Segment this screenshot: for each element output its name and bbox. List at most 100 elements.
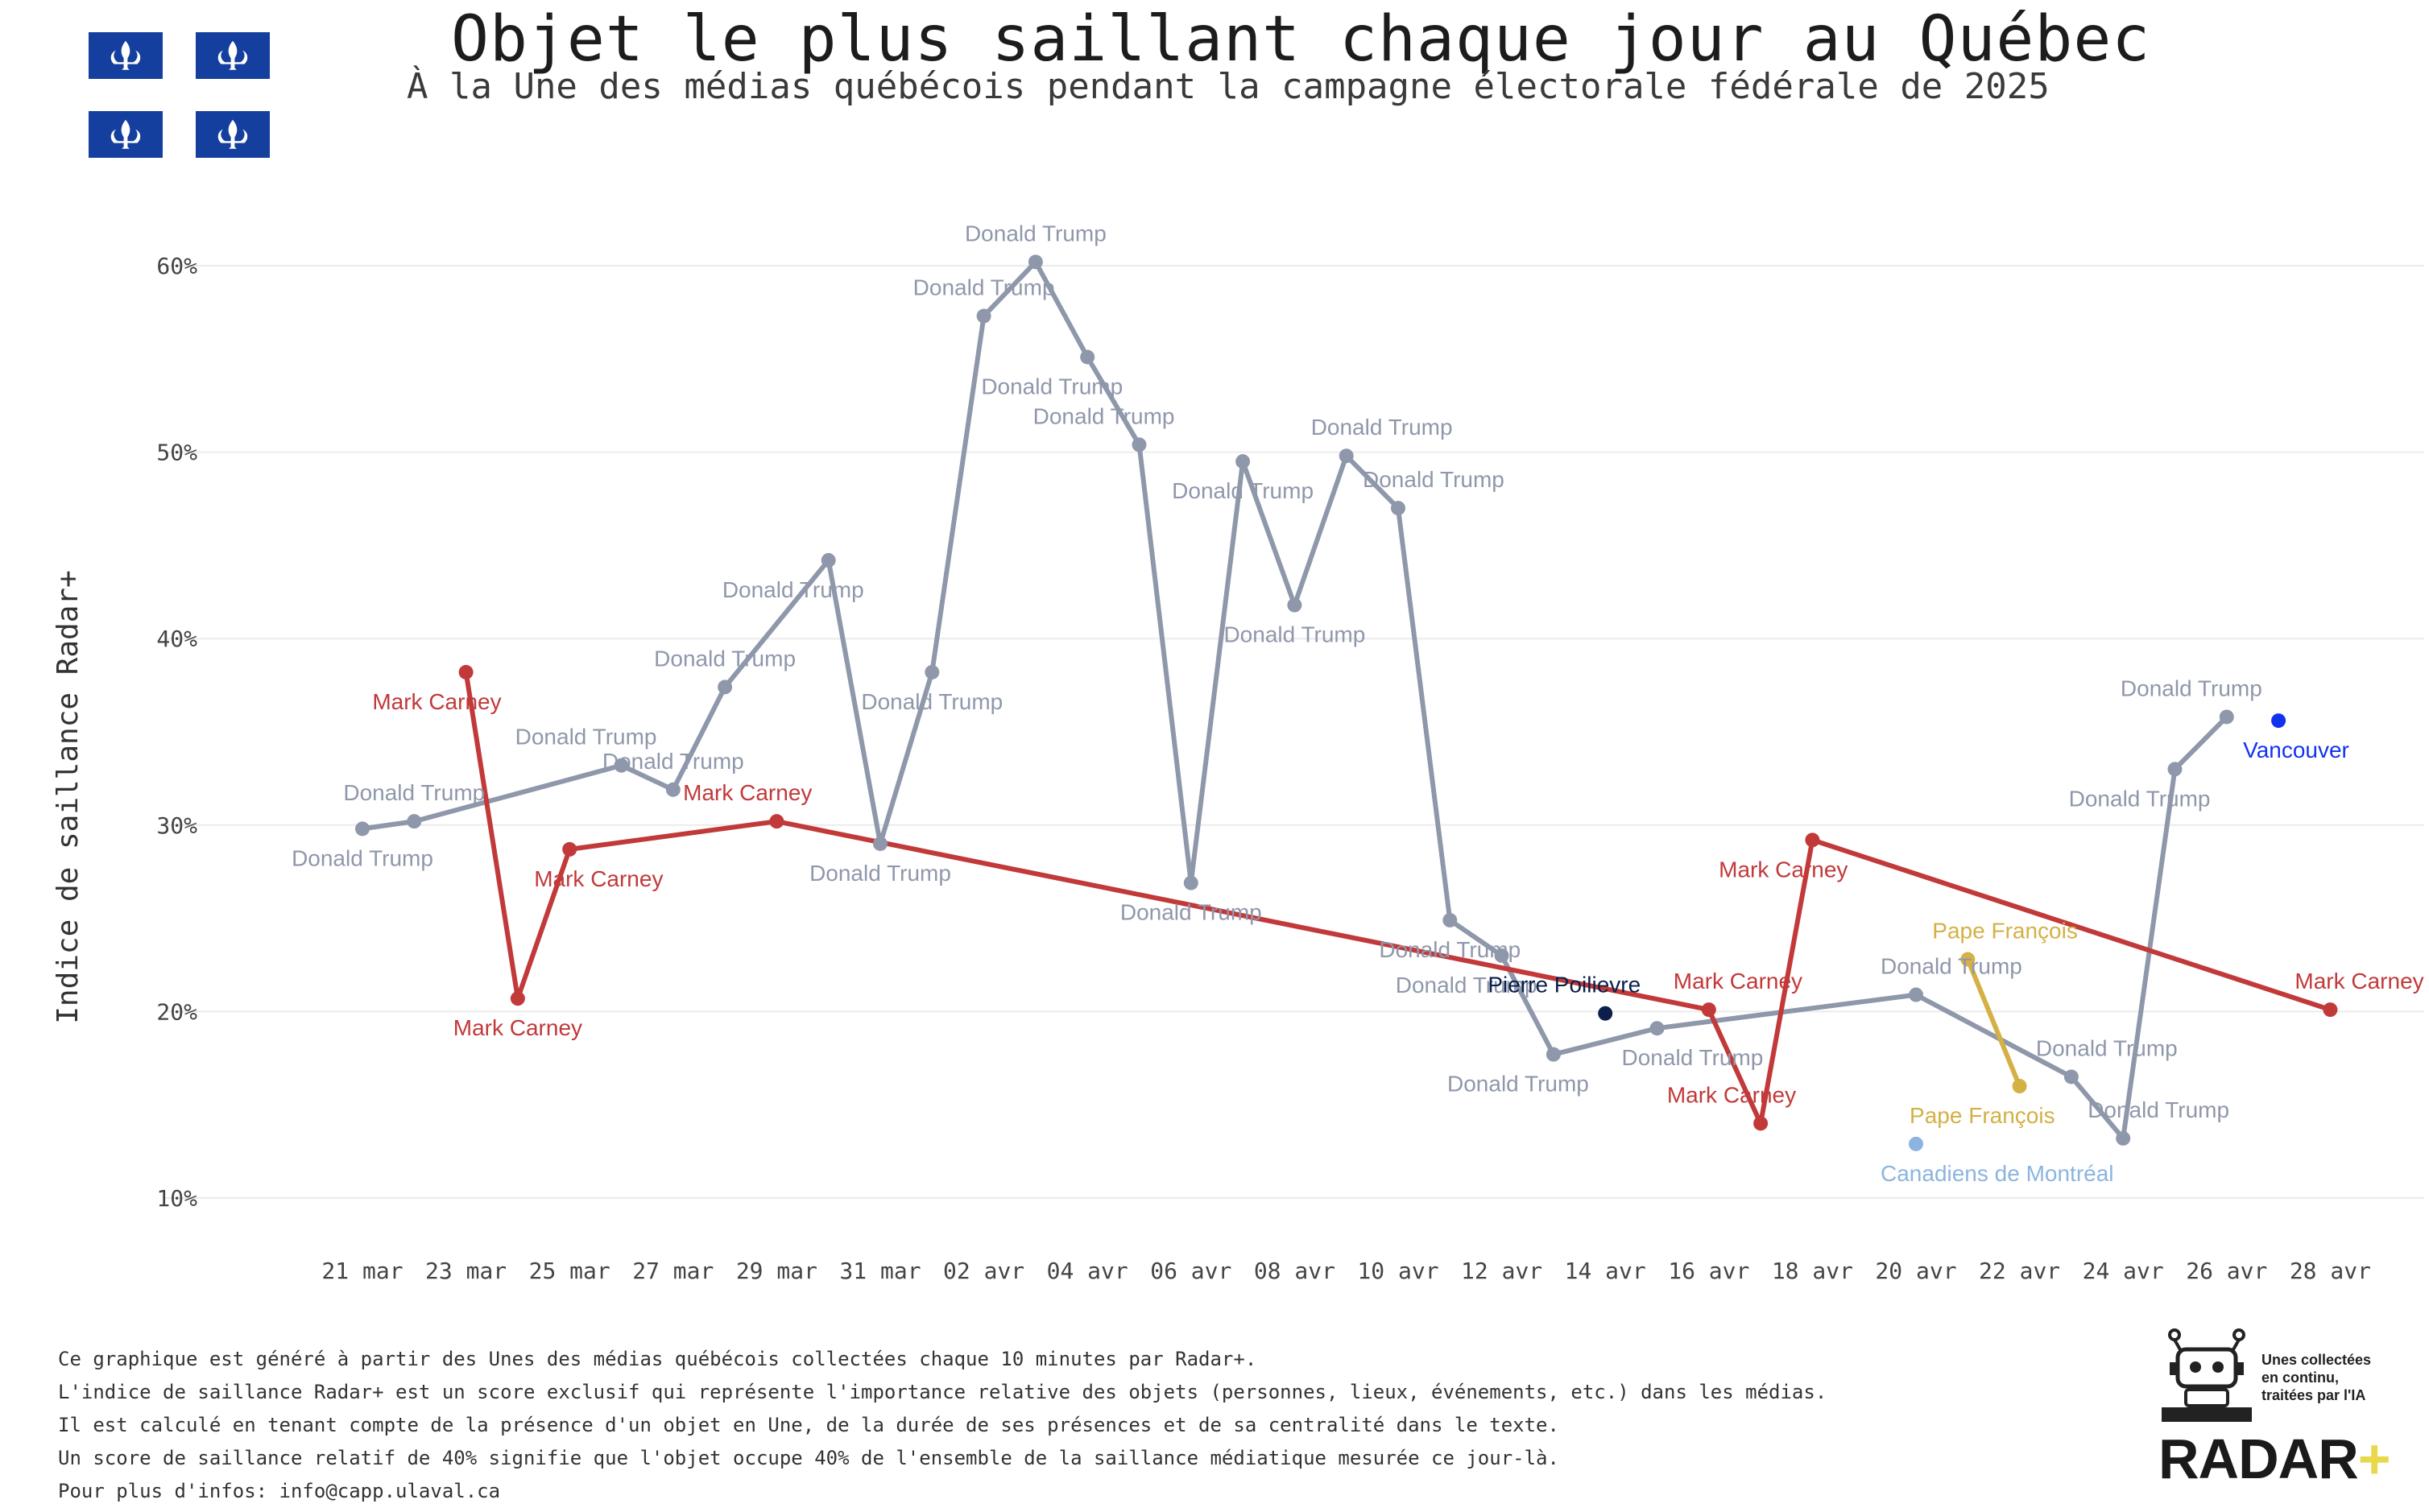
x-tick-label: 28 avr bbox=[2290, 1258, 2371, 1284]
data-label: Donald Trump bbox=[1363, 467, 1504, 492]
flag-top-left bbox=[89, 32, 163, 79]
data-point bbox=[1442, 912, 1458, 927]
data-point bbox=[1701, 1002, 1716, 1018]
x-tick-label: 29 mar bbox=[736, 1258, 817, 1284]
data-point bbox=[355, 821, 370, 837]
data-label: Donald Trump bbox=[1622, 1045, 1764, 1070]
data-label: Mark Carney bbox=[1667, 1082, 1796, 1107]
chart-subtitle: À la Une des médias québécois pendant la… bbox=[407, 66, 2050, 107]
data-label: Donald Trump bbox=[809, 861, 951, 886]
data-point bbox=[1028, 254, 1043, 270]
x-tick-label: 21 mar bbox=[321, 1258, 403, 1284]
data-label: Donald Trump bbox=[1172, 478, 1314, 503]
y-tick-label: 20% bbox=[156, 998, 197, 1025]
data-label: Donald Trump bbox=[722, 577, 864, 602]
data-label: Pierre Poilievre bbox=[1488, 973, 1641, 998]
series-line-mark-carney bbox=[463, 671, 2332, 1126]
x-tick-label: 18 avr bbox=[1772, 1258, 1853, 1284]
data-label: Donald Trump bbox=[1881, 954, 2022, 979]
data-point bbox=[614, 758, 629, 773]
data-point bbox=[2063, 1069, 2079, 1084]
data-point bbox=[458, 664, 474, 680]
data-label: Donald Trump bbox=[2069, 786, 2211, 811]
data-label: Donald Trump bbox=[1311, 415, 1453, 440]
data-point bbox=[1183, 875, 1198, 890]
data-label: Mark Carney bbox=[683, 780, 812, 805]
x-tick-label: 20 avr bbox=[1875, 1258, 1956, 1284]
footnote-line: Un score de saillance relatif de 40% sig… bbox=[58, 1447, 1559, 1469]
robot-icon bbox=[2162, 1328, 2252, 1422]
data-point bbox=[407, 814, 422, 829]
data-label: Donald Trump bbox=[2121, 675, 2262, 700]
data-label: Donald Trump bbox=[292, 845, 433, 870]
data-label: Pape François bbox=[1910, 1103, 2055, 1128]
x-tick-label: 06 avr bbox=[1150, 1258, 1231, 1284]
y-tick-label: 60% bbox=[156, 253, 197, 279]
x-tick-label: 08 avr bbox=[1254, 1258, 1335, 1284]
radar-logo: Unes collectées en continu, traitées par… bbox=[2158, 1327, 2400, 1490]
x-tick-label: 23 mar bbox=[425, 1258, 507, 1284]
footnote-line: L'indice de saillance Radar+ est un scor… bbox=[58, 1381, 1827, 1403]
x-tick-label: 14 avr bbox=[1565, 1258, 1646, 1284]
data-point bbox=[2167, 762, 2183, 777]
series-line-pape-fran-ois bbox=[1965, 958, 2022, 1088]
data-point bbox=[769, 814, 784, 829]
data-point bbox=[2271, 713, 2286, 729]
x-tick-label: 24 avr bbox=[2083, 1258, 2164, 1284]
series-line-donald-trump bbox=[362, 259, 2228, 1141]
data-label: Donald Trump bbox=[343, 780, 485, 805]
data-label: Mark Carney bbox=[1719, 857, 1848, 882]
x-tick-label: 31 mar bbox=[839, 1258, 921, 1284]
data-point bbox=[1391, 501, 1405, 516]
data-point bbox=[1494, 948, 1509, 963]
y-axis-ticks: 10% 20% 30% 40% 50% 60% bbox=[156, 253, 197, 1212]
data-label: Donald Trump bbox=[1447, 1072, 1589, 1097]
data-label: Donald Trump bbox=[861, 689, 1003, 714]
x-tick-label: 04 avr bbox=[1047, 1258, 1128, 1284]
data-point bbox=[1909, 987, 1923, 1002]
data-label: Donald Trump bbox=[1120, 900, 1262, 925]
footnote-line: Ce graphique est généré à partir des Une… bbox=[58, 1348, 1257, 1370]
quebec-flags bbox=[89, 32, 270, 158]
data-point bbox=[665, 782, 681, 797]
data-label: Donald Trump bbox=[2088, 1097, 2229, 1122]
data-label: Canadiens de Montréal bbox=[1881, 1161, 2114, 1186]
data-point bbox=[821, 552, 836, 568]
data-point bbox=[1909, 1136, 1923, 1151]
data-label: Donald Trump bbox=[2036, 1035, 2178, 1060]
data-label: Donald Trump bbox=[1033, 403, 1175, 428]
chart-footnotes: Ce graphique est généré à partir des Une… bbox=[58, 1343, 1827, 1508]
chart-title: Objet le plus saillant chaque jour au Qu… bbox=[451, 3, 2151, 76]
y-axis-label: Indice de saillance Radar+ bbox=[52, 570, 85, 1024]
logo-tagline: Unes collectées en continu, traitées par… bbox=[2261, 1352, 2372, 1403]
data-point bbox=[1598, 1006, 1613, 1021]
data-label: Donald Trump bbox=[981, 374, 1123, 399]
y-tick-label: 10% bbox=[156, 1185, 197, 1212]
x-axis-ticks: 21 mar 23 mar 25 mar 27 mar 29 mar 31 mar 02 a… bbox=[321, 1258, 2371, 1284]
logo-wordmark: RADAR+ bbox=[2158, 1427, 2391, 1490]
y-tick-label: 30% bbox=[156, 812, 197, 839]
data-point bbox=[2323, 1002, 2338, 1018]
data-point bbox=[1546, 1047, 1561, 1062]
x-tick-label: 12 avr bbox=[1461, 1258, 1542, 1284]
data-point bbox=[1287, 597, 1302, 613]
data-point bbox=[925, 664, 940, 680]
data-point bbox=[2116, 1130, 2131, 1146]
x-tick-label: 26 avr bbox=[2186, 1258, 2267, 1284]
data-label: Pape François bbox=[1932, 919, 2078, 944]
data-point bbox=[1132, 437, 1147, 452]
data-label: Donald Trump bbox=[1379, 937, 1521, 962]
flag-bottom-left bbox=[89, 111, 163, 158]
data-label: Donald Trump bbox=[654, 646, 796, 671]
data-point bbox=[562, 841, 577, 857]
data-point bbox=[2012, 1079, 2027, 1094]
data-label: Donald Trump bbox=[913, 275, 1055, 300]
data-label: Mark Carney bbox=[2295, 969, 2423, 994]
footnote-contact: Pour plus d'infos: info@capp.ulaval.ca bbox=[58, 1480, 501, 1502]
data-point bbox=[718, 680, 733, 695]
data-point bbox=[873, 836, 888, 851]
x-tick-label: 27 mar bbox=[632, 1258, 714, 1284]
x-tick-label: 25 mar bbox=[529, 1258, 610, 1284]
data-point bbox=[1080, 349, 1095, 365]
x-tick-label: 10 avr bbox=[1357, 1258, 1438, 1284]
